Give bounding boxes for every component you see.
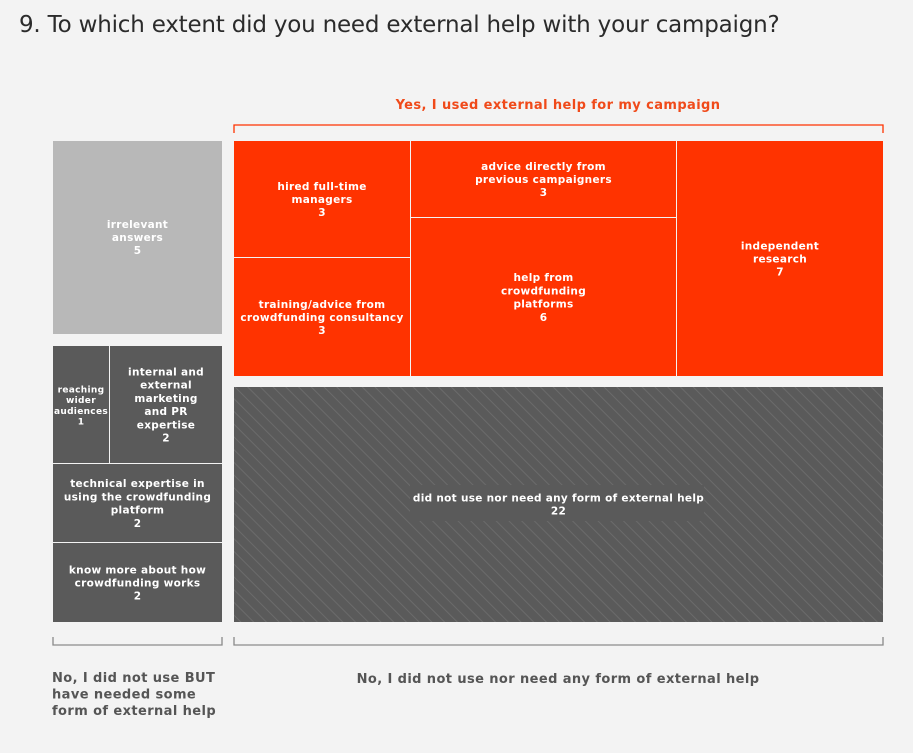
cell-yes-3-label: help from crowdfunding platforms 6: [501, 272, 586, 324]
cell-no-but-needed-1: [110, 346, 222, 463]
cell-yes-3: [411, 218, 676, 376]
group-label-yes: Yes, I used external help for my campaig…: [395, 98, 721, 113]
cell-no-need-label: did not use nor need any form of externa…: [413, 492, 704, 517]
cell-no-but-needed-2: [53, 464, 222, 542]
cell-no-but-needed-2-label: technical expertise in using the crowdfun…: [64, 478, 211, 530]
cell-yes-2-label: advice directly from previous campaigners…: [475, 161, 612, 199]
cell-yes-1: [234, 258, 410, 376]
cell-no-need-label-bg: [410, 485, 704, 521]
cell-yes-4-label: independent research 7: [741, 240, 819, 278]
cell-no-but-needed-3: [53, 543, 222, 622]
bracket-no-need: [233, 637, 884, 646]
cell-irrelevant-answers-label: irrelevant answers 5: [107, 219, 168, 257]
bracket-no-but-needed: [52, 637, 223, 646]
cell-yes-1-label: training/advice from crowdfunding consult…: [240, 299, 403, 337]
bracket-yes: [233, 124, 884, 133]
cell-yes-2: [411, 141, 676, 217]
cell-no-but-needed-0: [53, 346, 109, 463]
cell-irrelevant-answers: [53, 141, 222, 334]
cell-yes-0-label: hired full-time managers 3: [277, 181, 366, 219]
cell-no-but-needed-3-label: know more about how crowdfunding works 2: [69, 564, 206, 602]
cell-no-but-needed-0-label: reaching wider audiences 1: [54, 385, 108, 427]
question-title: 9. To which extent did you need external…: [19, 12, 780, 38]
cell-no-but-needed-1-label: internal and external marketing and PR exper…: [128, 367, 204, 445]
group-label-no-but-needed: No, I did not use BUT have needed some for…: [52, 671, 216, 719]
cell-yes-0: [234, 141, 410, 257]
group-label-no-need: No, I did not use nor need any form of e…: [357, 672, 760, 687]
cell-yes-4: [677, 141, 883, 376]
